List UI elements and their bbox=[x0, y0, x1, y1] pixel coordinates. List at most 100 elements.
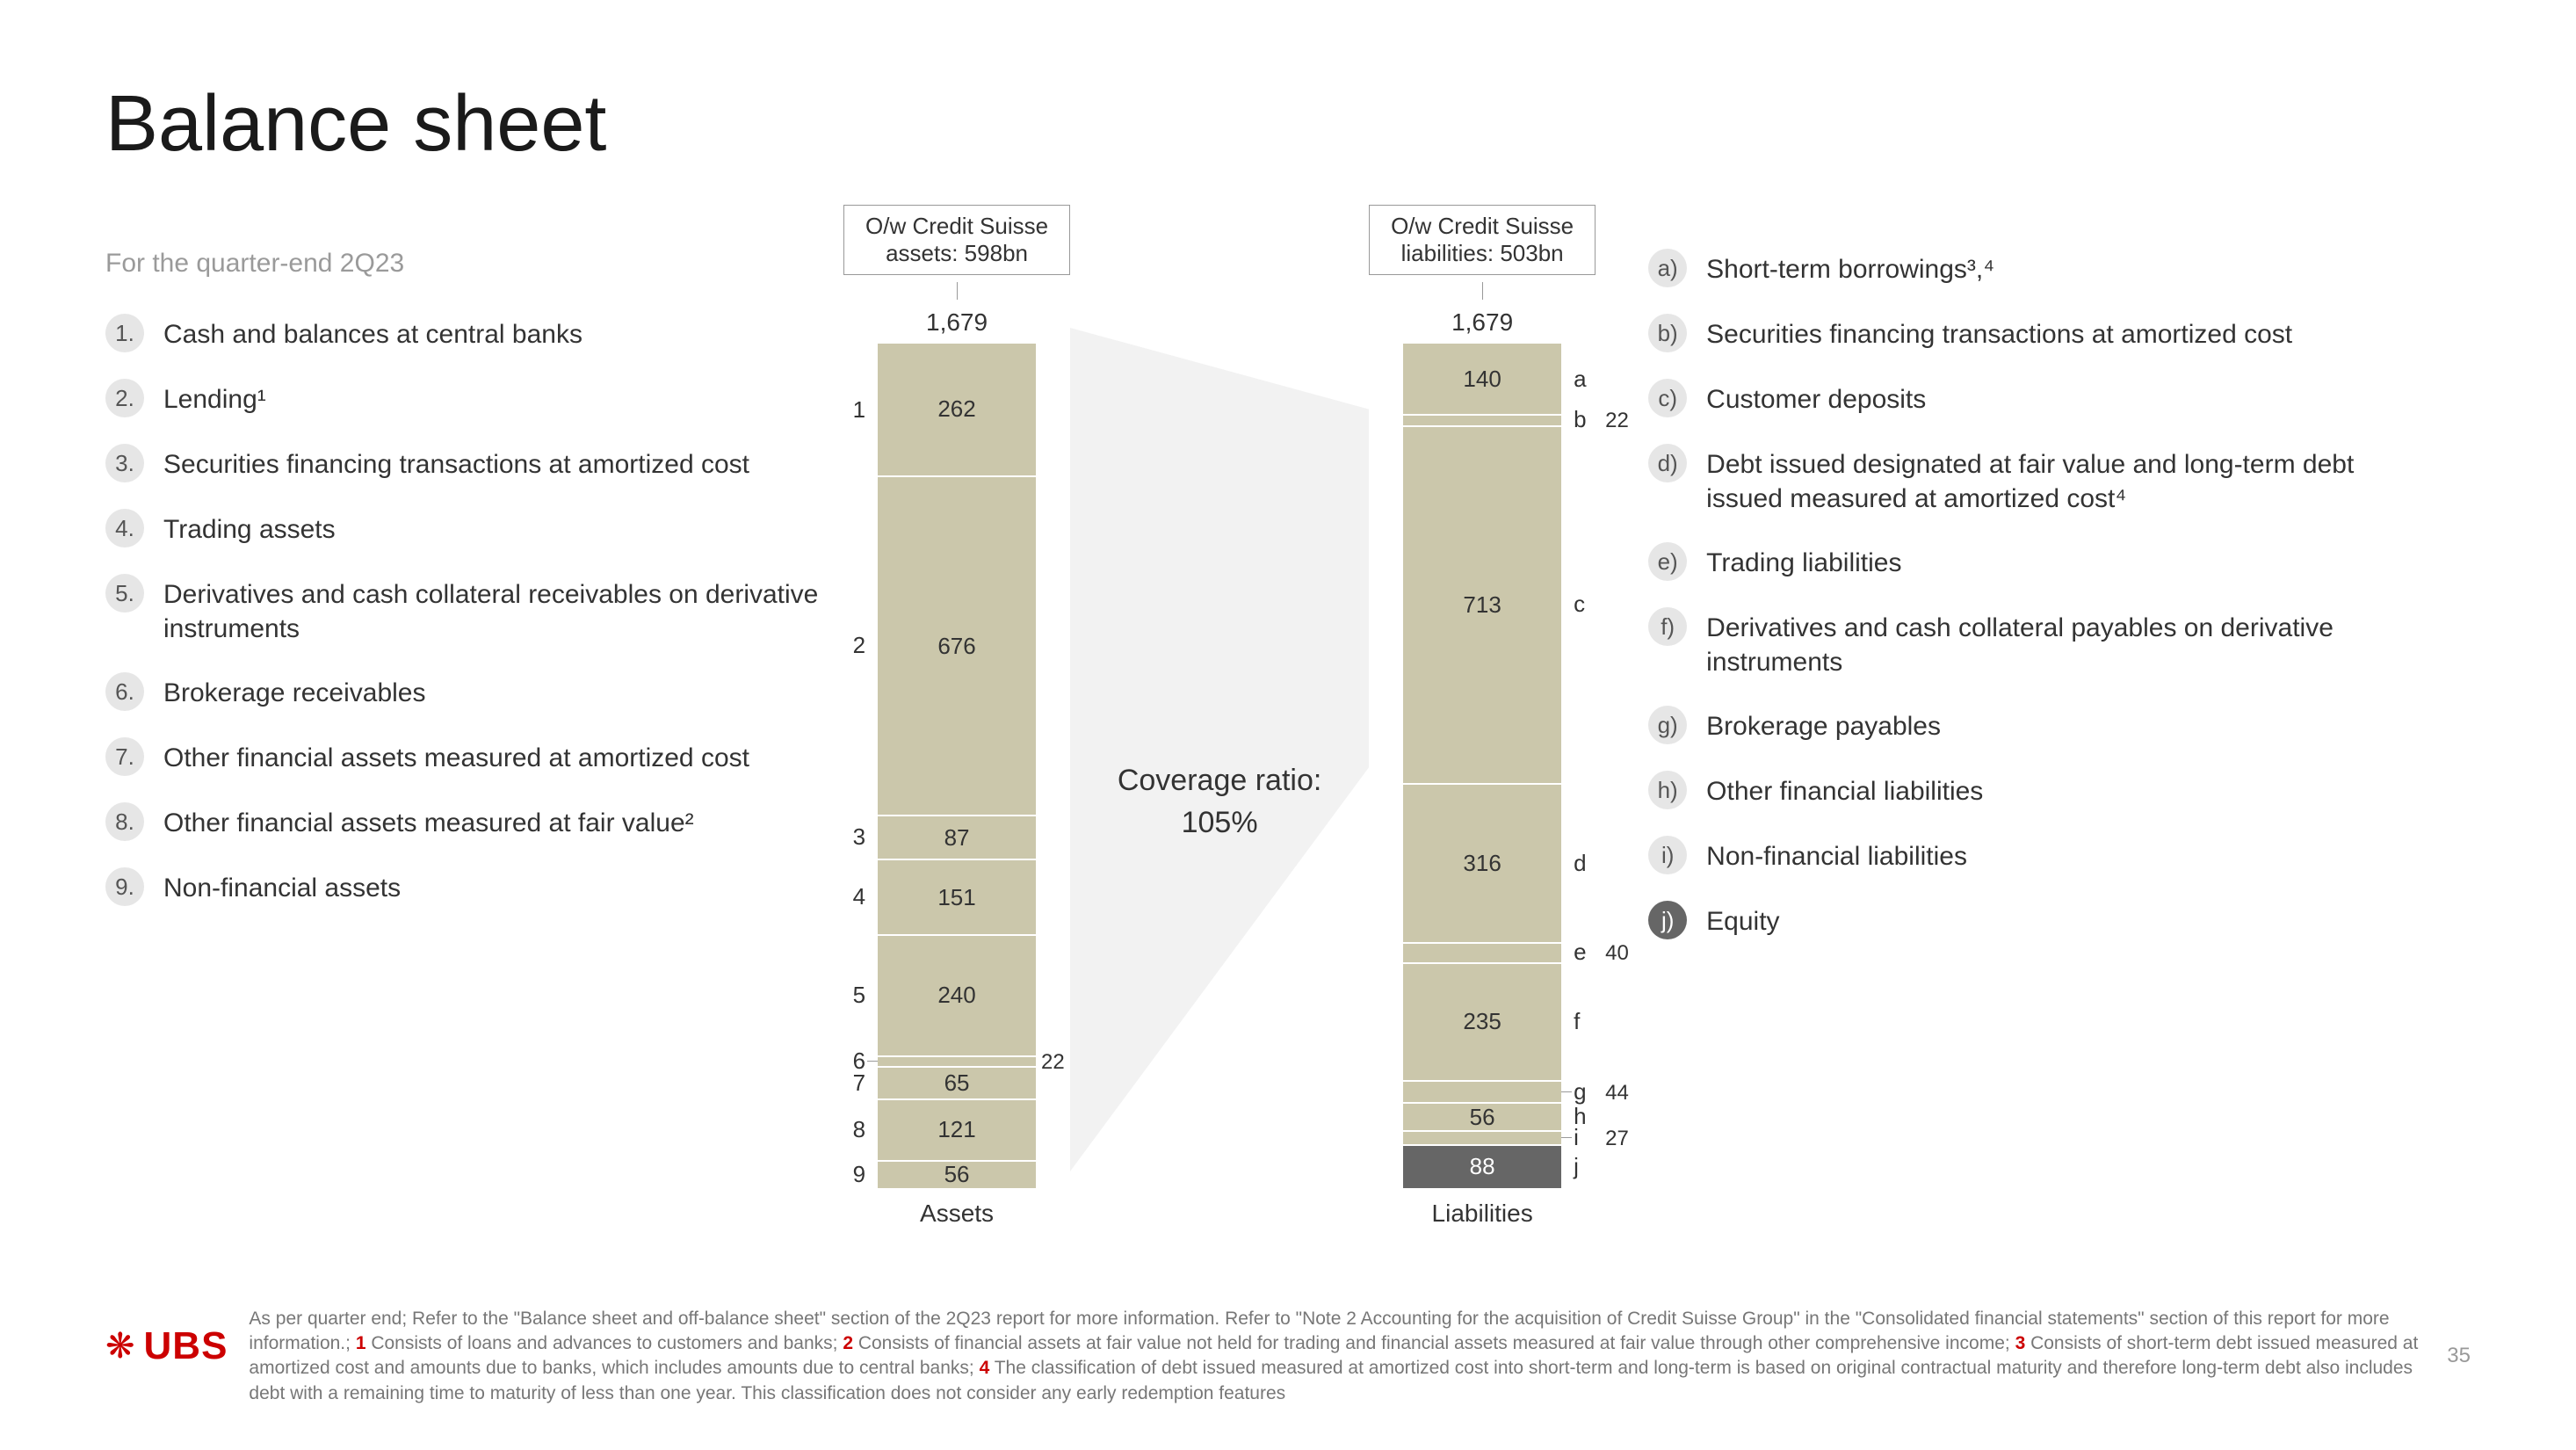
legend-item: e) Trading liabilities bbox=[1648, 542, 2369, 581]
legend-item: 9. Non-financial assets bbox=[105, 867, 826, 906]
assets-total: 1,679 bbox=[926, 308, 988, 337]
segment-id-marker: 1 bbox=[830, 396, 865, 424]
legend-text: Brokerage receivables bbox=[163, 672, 426, 710]
legend-text: Non-financial liabilities bbox=[1706, 836, 1967, 874]
footnote-marker: 2 bbox=[843, 1333, 853, 1353]
slide-footer: ❋ UBS As per quarter end; Refer to the "… bbox=[105, 1307, 2471, 1406]
legend-text: Other financial assets measured at amort… bbox=[163, 737, 749, 775]
slide-page: Balance sheet For the quarter-end 2Q23 1… bbox=[0, 0, 2576, 1450]
legend-item: i) Non-financial liabilities bbox=[1648, 836, 2369, 874]
coverage-label: Coverage ratio: 105% bbox=[1118, 760, 1321, 844]
liabilities-bar: 1407133162355688 bbox=[1403, 344, 1561, 1187]
legend-bullet: g) bbox=[1648, 706, 1687, 744]
bar-segment-label-external: 27 bbox=[1605, 1127, 1629, 1151]
bar-segment bbox=[1403, 414, 1561, 425]
bar-segment: 87 bbox=[878, 815, 1036, 859]
liabilities-total: 1,679 bbox=[1451, 308, 1513, 337]
callout-connector bbox=[1482, 282, 1483, 300]
bar-segment-label-external: 22 bbox=[1041, 1050, 1065, 1075]
liabilities-callout: O/w Credit Suisseliabilities: 503bn bbox=[1369, 205, 1596, 275]
assets-axis-label: Assets bbox=[920, 1200, 994, 1228]
legend-bullet: 3. bbox=[105, 444, 144, 482]
legend-item: 5.Derivatives and cash collateral receiv… bbox=[105, 574, 826, 646]
page-subtitle: For the quarter-end 2Q23 bbox=[105, 249, 826, 279]
liabilities-legend: a)Short-term borrowings³,⁴ b)Securities f… bbox=[1648, 205, 2369, 966]
segment-id-marker: g bbox=[1574, 1078, 1586, 1106]
segment-id-marker: 7 bbox=[830, 1069, 865, 1097]
segment-id-marker: e bbox=[1574, 939, 1586, 966]
liabilities-column: O/w Credit Suisseliabilities: 503bn 1,67… bbox=[1369, 205, 1596, 1228]
legend-item: 6. Brokerage receivables bbox=[105, 672, 826, 711]
footnote-marker: 4 bbox=[980, 1358, 990, 1378]
bar-segment: 65 bbox=[878, 1066, 1036, 1098]
legend-item: 7.Other financial assets measured at amo… bbox=[105, 737, 826, 776]
legend-text: Debt issued designated at fair value and… bbox=[1706, 444, 2369, 516]
tick-line bbox=[867, 1061, 878, 1062]
legend-item: b)Securities financing transactions at a… bbox=[1648, 314, 2369, 352]
legend-item: 3.Securities financing transactions at a… bbox=[105, 444, 826, 482]
legend-bullet: 6. bbox=[105, 672, 144, 711]
bar-segment: 56 bbox=[878, 1160, 1036, 1188]
segment-id-marker: d bbox=[1574, 850, 1586, 877]
legend-item: 1.Cash and balances at central banks bbox=[105, 314, 826, 352]
liabilities-axis-label: Liabilities bbox=[1432, 1200, 1533, 1228]
bar-segment: 140 bbox=[1403, 344, 1561, 414]
segment-id-marker: 8 bbox=[830, 1116, 865, 1143]
liabilities-bar-wrap: 1407133162355688 a22bcd40ef44gh27ij bbox=[1403, 344, 1561, 1187]
legend-bullet: a) bbox=[1648, 249, 1687, 287]
segment-id-marker: 2 bbox=[830, 632, 865, 659]
coverage-line1: Coverage ratio: bbox=[1118, 760, 1321, 802]
assets-bar: 262676871512406512156 bbox=[878, 344, 1036, 1187]
ubs-logo: ❋ UBS bbox=[105, 1324, 228, 1368]
legend-bullet: 4. bbox=[105, 509, 144, 547]
tick-line bbox=[1561, 1137, 1572, 1138]
legend-text: Trading liabilities bbox=[1706, 542, 1901, 580]
legend-item: d) Debt issued designated at fair value a… bbox=[1648, 444, 2369, 516]
legend-text: Securities financing transactions at amo… bbox=[1706, 314, 2292, 352]
bar-segment: 235 bbox=[1403, 962, 1561, 1080]
bar-segment: 713 bbox=[1403, 425, 1561, 784]
assets-legend: For the quarter-end 2Q23 1.Cash and bala… bbox=[105, 205, 826, 932]
bar-segment: 240 bbox=[878, 934, 1036, 1055]
legend-bullet: i) bbox=[1648, 836, 1687, 874]
legend-bullet: d) bbox=[1648, 444, 1687, 482]
legend-item: c)Customer deposits bbox=[1648, 379, 2369, 417]
segment-id-marker: 4 bbox=[830, 883, 865, 910]
assets-column: O/w Credit Suisseassets: 598bn 1,679 262… bbox=[843, 205, 1070, 1228]
bar-segment bbox=[878, 1055, 1036, 1067]
page-title: Balance sheet bbox=[105, 79, 2471, 170]
legend-bullet: 2. bbox=[105, 379, 144, 417]
bar-segment-label-external: 22 bbox=[1605, 409, 1629, 433]
legend-bullet: 5. bbox=[105, 574, 144, 613]
legend-bullet: e) bbox=[1648, 542, 1687, 581]
bar-segment-label-external: 40 bbox=[1605, 941, 1629, 966]
legend-text: Other financial liabilities bbox=[1706, 771, 1983, 808]
content-row: For the quarter-end 2Q23 1.Cash and bala… bbox=[105, 205, 2471, 1228]
segment-id-marker: j bbox=[1574, 1153, 1579, 1180]
assets-bar-wrap: 262676871512406512156 12345226789 bbox=[878, 344, 1036, 1187]
legend-item: 4. Trading assets bbox=[105, 509, 826, 547]
legend-item: 8.Other financial assets measured at fai… bbox=[105, 802, 826, 841]
bar-segment-label-external: 44 bbox=[1605, 1081, 1629, 1106]
coverage-area: Coverage ratio: 105% bbox=[1070, 205, 1369, 1171]
legend-bullet: f) bbox=[1648, 607, 1687, 646]
assets-callout: O/w Credit Suisseassets: 598bn bbox=[843, 205, 1070, 275]
coverage-line2: 105% bbox=[1118, 802, 1321, 845]
legend-item: a)Short-term borrowings³,⁴ bbox=[1648, 249, 2369, 287]
legend-text: Other financial assets measured at fair … bbox=[163, 802, 694, 840]
legend-text: Non-financial assets bbox=[163, 867, 401, 905]
footnote-text: As per quarter end; Refer to the "Balanc… bbox=[249, 1307, 2420, 1406]
legend-bullet: c) bbox=[1648, 379, 1687, 417]
legend-bullet: h) bbox=[1648, 771, 1687, 809]
segment-id-marker: a bbox=[1574, 366, 1586, 393]
page-number: 35 bbox=[2447, 1344, 2471, 1368]
bar-segment: 121 bbox=[878, 1098, 1036, 1159]
segment-id-marker: 5 bbox=[830, 982, 865, 1009]
segment-id-marker: c bbox=[1574, 591, 1585, 618]
legend-text: Trading assets bbox=[163, 509, 336, 547]
legend-item: h) Other financial liabilities bbox=[1648, 771, 2369, 809]
bar-segment: 676 bbox=[878, 475, 1036, 816]
bar-segment: 56 bbox=[1403, 1102, 1561, 1130]
bar-segment bbox=[1403, 942, 1561, 962]
legend-bullet: 9. bbox=[105, 867, 144, 906]
